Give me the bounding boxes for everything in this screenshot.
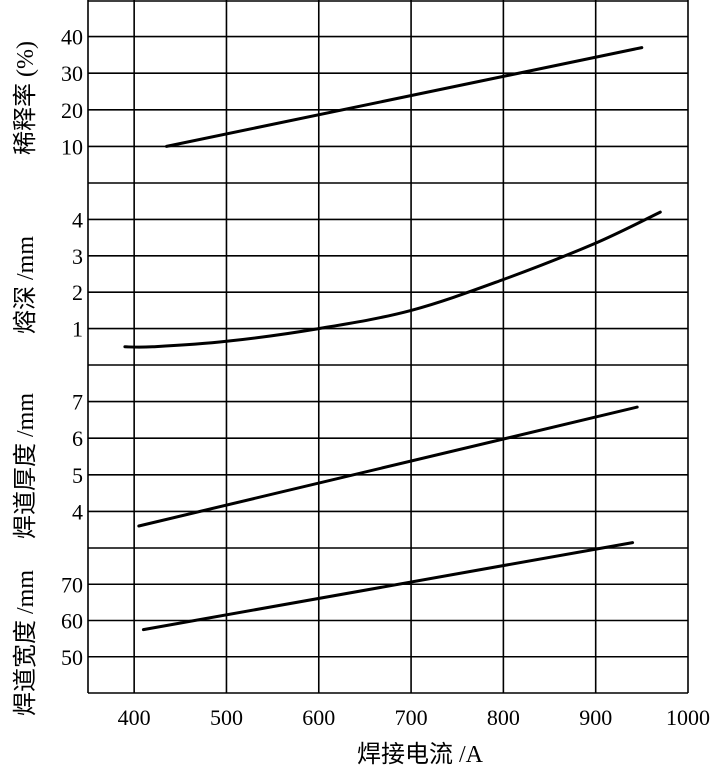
x-tick-label: 700 <box>395 705 428 730</box>
y-tick-label-width: 50 <box>61 645 83 670</box>
x-tick-label: 1000 <box>666 705 710 730</box>
x-tick-label: 900 <box>579 705 612 730</box>
y-tick-label-thickness: 5 <box>72 463 83 488</box>
y-tick-label-width: 70 <box>61 572 83 597</box>
series-line-width <box>141 541 635 632</box>
grid <box>87 0 689 694</box>
series-line-thickness <box>137 405 639 528</box>
curves <box>123 46 662 632</box>
y-axis-label-depth: 熔深 /mm <box>12 236 39 334</box>
y-tick-label-thickness: 7 <box>72 390 83 415</box>
y-tick-label-depth: 3 <box>72 244 83 269</box>
y-axis-label-width: 焊道宽度 /mm <box>12 570 39 716</box>
y-tick-label-dilution: 30 <box>61 61 83 86</box>
y-tick-label-depth: 1 <box>72 317 83 342</box>
y-tick-label-depth: 2 <box>72 280 83 305</box>
y-tick-label-thickness: 4 <box>72 499 83 524</box>
series-line-dilution <box>165 46 644 148</box>
y-tick-label-dilution: 10 <box>61 134 83 159</box>
y-tick-label-dilution: 20 <box>61 98 83 123</box>
y-tick-label-width: 60 <box>61 609 83 634</box>
x-tick-label: 800 <box>487 705 520 730</box>
y-axis-label-thickness: 焊道厚度 /mm <box>12 393 39 539</box>
y-tick-label-depth: 4 <box>72 207 83 232</box>
x-tick-label: 500 <box>210 705 243 730</box>
y-tick-label-thickness: 6 <box>72 426 83 451</box>
y-axis-label-dilution: 稀释率 (%) <box>12 41 39 155</box>
x-tick-label: 400 <box>118 705 151 730</box>
series-line-depth <box>123 210 662 349</box>
tick-labels: 400 500 600 700 800 900 1000 10 20 30 40 1 2 3 4 4 5 6 7 50… <box>61 25 710 730</box>
y-tick-label-dilution: 40 <box>61 25 83 50</box>
x-axis-label: 焊接电流 /A <box>357 741 484 768</box>
x-tick-label: 600 <box>302 705 335 730</box>
